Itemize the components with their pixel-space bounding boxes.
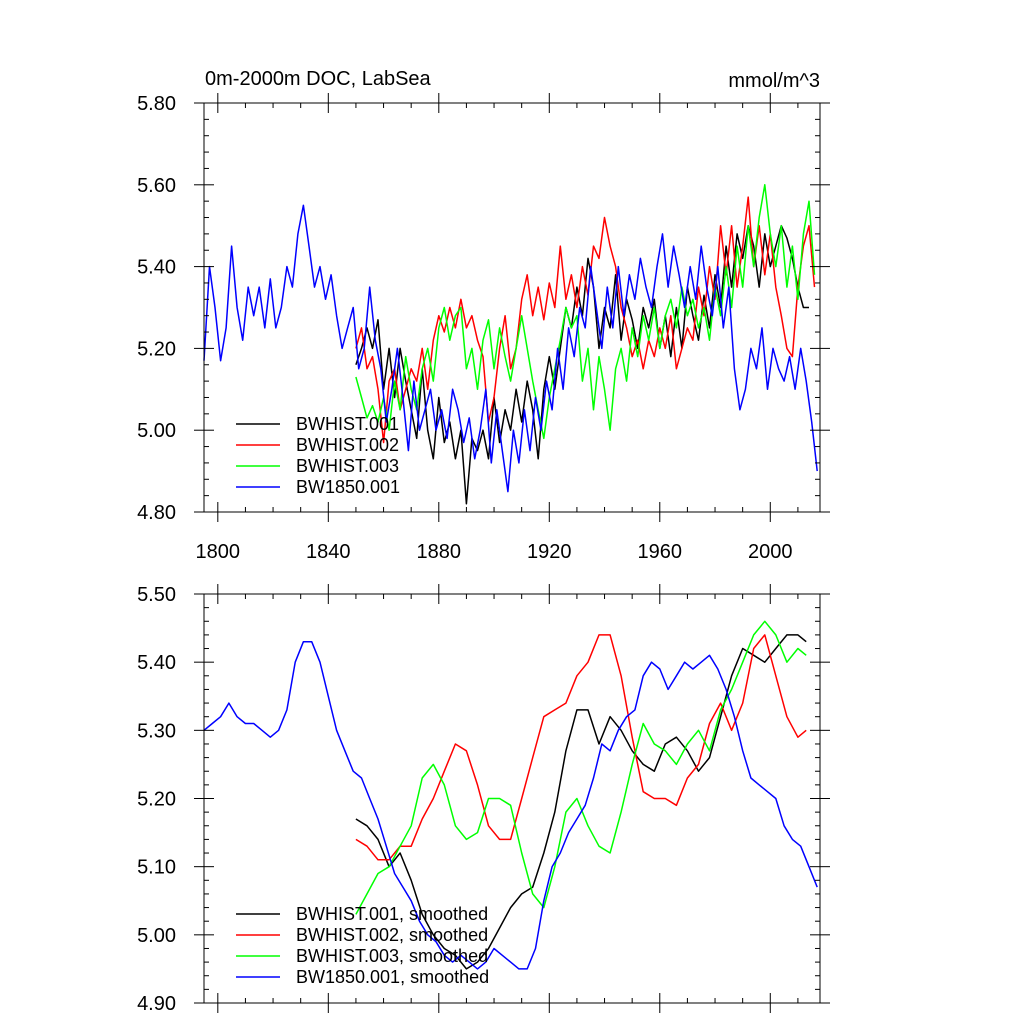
series-layer-bottom (203, 620, 818, 970)
series-line-bwhist-002 (355, 196, 816, 444)
y-tick-label: 5.40 (137, 257, 176, 279)
series-line-bwhist-003-smoothed (355, 620, 807, 915)
axes-bottom: 4.90 5.00 5.10 5.20 5.30 5.40 5.50 (137, 584, 830, 1015)
chart-title: 0m-2000m DOC, LabSea (205, 68, 432, 90)
plot-frame (203, 102, 821, 513)
panel-bottom: 4.90 5.00 5.10 5.20 5.30 5.40 5.50 BWHIST.001,… (137, 584, 830, 1015)
series-line-bw1850-001 (203, 204, 818, 493)
x-tick-label: 1800 (196, 541, 241, 563)
y-tick-label: 4.80 (137, 502, 176, 524)
y-tick-label: 5.20 (137, 789, 176, 811)
legend-label: BW1850.001 (296, 477, 400, 497)
y-tick-label: 5.80 (137, 93, 176, 115)
y-tick-label: 5.20 (137, 338, 176, 360)
series-line-bwhist-003 (355, 184, 816, 440)
legend-label: BWHIST.003, smoothed (296, 946, 488, 966)
y-tick-label: 5.10 (137, 857, 176, 879)
axes-top: 1800 1840 1880 1920 1960 2000 4.80 5.00 5.20 5.40… (137, 93, 830, 563)
legend-label: BWHIST.002 (296, 435, 399, 455)
y-tick-label: 5.00 (137, 925, 176, 947)
panel-top: 1800 1840 1880 1920 1960 2000 4.80 5.00 5.20 5.40… (137, 93, 830, 563)
series-line-bwhist-002-smoothed (355, 634, 807, 861)
series-layer-top (203, 184, 818, 505)
units-label: mmol/m^3 (728, 70, 820, 92)
y-tick-label: 5.00 (137, 420, 176, 442)
series-line-bw1850-001-smoothed (203, 640, 818, 970)
legend-label: BWHIST.002, smoothed (296, 925, 488, 945)
x-tick-label: 1960 (638, 541, 683, 563)
x-tick-label: 1840 (306, 541, 351, 563)
y-tick-label: 5.50 (137, 584, 176, 606)
y-tick-label: 5.40 (137, 652, 176, 674)
y-tick-label: 5.60 (137, 175, 176, 197)
series-line-bwhist-001-smoothed (355, 634, 807, 970)
x-tick-label: 1880 (417, 541, 462, 563)
x-tick-label: 1920 (527, 541, 572, 563)
x-tick-label: 2000 (748, 541, 793, 563)
legend-label: BW1850.001, smoothed (296, 967, 489, 987)
legend-label: BWHIST.001 (296, 414, 399, 434)
y-tick-label: 4.90 (137, 993, 176, 1015)
y-tick-label: 5.30 (137, 720, 176, 742)
legend-label: BWHIST.003 (296, 456, 399, 476)
legend-label: BWHIST.001, smoothed (296, 904, 488, 924)
